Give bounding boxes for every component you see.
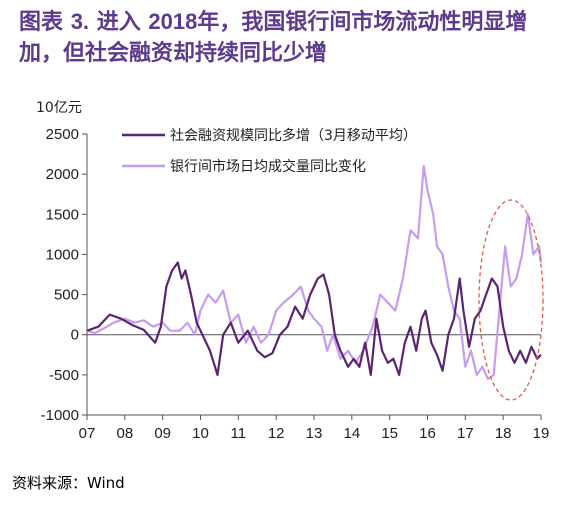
y-tick-label: 1500 [46,206,79,223]
x-tick-label: 11 [231,425,247,442]
title-prefix: 图表 [19,10,64,35]
title-number: 3. [70,9,90,34]
legend-label-1: 社会融资规模同比多增（3月移动平均） [170,127,417,144]
chart-annotation [478,199,544,401]
x-tick-label: 07 [79,425,96,442]
legend-label-2: 银行间市场日均成交量同比变化 [170,158,366,175]
x-tick-label: 19 [533,425,550,442]
y-tick-label: 2500 [46,126,79,143]
y-tick-label: 500 [54,287,79,304]
x-tick-label: 08 [116,425,133,442]
x-tick-label: 16 [419,425,436,442]
series-line-1 [86,261,542,376]
x-tick-label: 13 [306,425,323,442]
y-tick-label: 2000 [46,166,79,183]
source-note: 资料来源：Wind [12,474,125,492]
x-tick-label: 18 [495,425,512,442]
y-tick-label: -500 [49,367,79,384]
chart-title: 图表 3. 进入 2018年，我国银行间市场流动性明显增加，但社会融资却持续同比… [19,6,569,69]
x-tick-label: 15 [381,425,398,442]
title-year: 2018 [148,9,198,34]
x-tick-label: 14 [343,425,360,442]
y-tick-label: 1000 [46,246,79,263]
series-line-2 [86,165,543,380]
y-axis-unit: 10亿元 [36,100,82,116]
title-text: 进入 [96,10,141,35]
chart-axes: -1000 -500 0 500 1000 1500 2000 2500 07 08 09 10 11 1… [41,126,550,442]
y-tick-label: -1000 [41,407,79,424]
x-tick-label: 17 [457,425,474,442]
y-tick-label: 0 [71,327,79,344]
x-tick-label: 12 [268,425,285,442]
title-rest: 年，我国银行间市场流动性明显增加，但社会融资却持续同比少增 [19,10,528,66]
chart-legend: 社会融资规模同比多增（3月移动平均） 银行间市场日均成交量同比变化 [122,127,417,175]
chart-series [86,165,543,380]
x-tick-label: 09 [154,425,171,442]
highlight-ellipse [478,199,544,401]
x-tick-label: 10 [192,425,209,442]
